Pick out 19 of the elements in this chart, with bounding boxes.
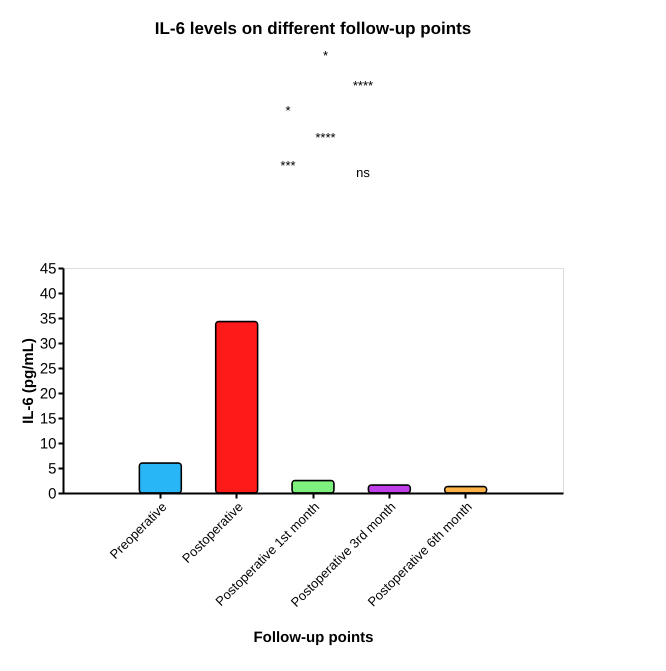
text: * (322, 48, 328, 63)
y-tick-label: 45 (40, 260, 56, 278)
chart-title: IL-6 levels on different follow-up points (154, 19, 472, 38)
text: **** (352, 78, 374, 93)
y-tick-label: 30 (40, 336, 56, 352)
y-tick-label: 5 (48, 460, 56, 478)
y-tick-label: 25 (40, 360, 56, 378)
x-axis-title: Follow-up points (254, 628, 374, 646)
text: * (285, 103, 291, 118)
y-tick-label: 15 (40, 410, 56, 428)
y-tick-label: 40 (40, 286, 56, 302)
y-axis-title: IL-6 (pg/mL) (20, 338, 37, 424)
y-tick-label: 20 (40, 386, 56, 402)
y-tick-label: 35 (40, 310, 56, 328)
text: *** (280, 158, 296, 173)
text: **** (315, 130, 336, 145)
y-tick-label: 0 (48, 486, 56, 502)
text: ns (356, 165, 370, 180)
y-tick-label: 10 (40, 436, 56, 452)
